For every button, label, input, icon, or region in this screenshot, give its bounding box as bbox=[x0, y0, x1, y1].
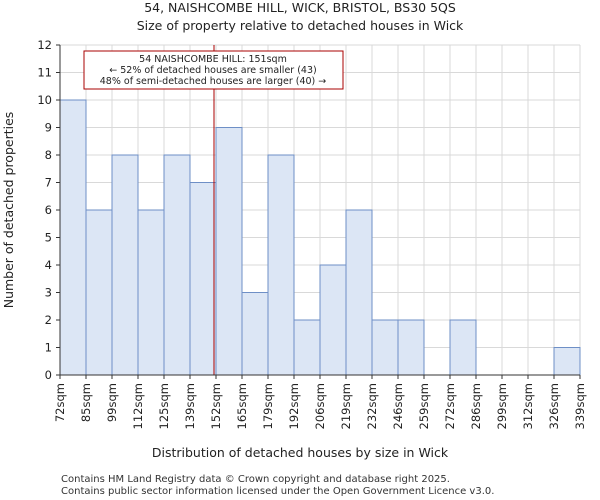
x-tick-label: 272sqm bbox=[443, 383, 457, 429]
y-tick-label: 5 bbox=[45, 231, 52, 245]
chart-title-line2: Size of property relative to detached ho… bbox=[137, 18, 464, 33]
bar-272sqm bbox=[449, 319, 477, 376]
bar-165sqm bbox=[241, 292, 269, 376]
plot-area: 54 NAISHCOMBE HILL: 151sqm ← 52% of deta… bbox=[59, 44, 581, 376]
y-tick-label: 3 bbox=[45, 286, 52, 300]
y-tick-label: 4 bbox=[45, 258, 52, 272]
x-tick-label: 125sqm bbox=[157, 383, 171, 429]
annotation-line2: ← 52% of detached houses are smaller (43… bbox=[109, 65, 316, 76]
bar-326sqm bbox=[553, 347, 581, 376]
x-tick-label: 259sqm bbox=[417, 383, 431, 429]
bar-112sqm bbox=[137, 209, 165, 376]
bar-192sqm bbox=[293, 319, 321, 376]
bar-139sqm bbox=[189, 182, 217, 376]
y-tick-label: 6 bbox=[45, 203, 52, 217]
x-tick-label: 139sqm bbox=[183, 383, 197, 429]
x-tick-label: 312sqm bbox=[521, 383, 535, 429]
y-axis-label: Number of detached properties bbox=[1, 112, 16, 309]
y-tick-label: 9 bbox=[45, 121, 52, 135]
bar-246sqm bbox=[397, 319, 425, 376]
x-tick-label: 85sqm bbox=[79, 383, 93, 422]
bar-125sqm bbox=[163, 154, 191, 376]
x-tick-label: 72sqm bbox=[53, 383, 67, 422]
bar-219sqm bbox=[345, 209, 373, 376]
bar-72sqm bbox=[59, 99, 87, 376]
x-axis-label: Distribution of detached houses by size … bbox=[152, 445, 449, 460]
x-axis-ticks: 72sqm 85sqm 99sqm 112sqm 125sqm 139sqm 152sqm 1… bbox=[53, 375, 587, 429]
x-tick-label: 179sqm bbox=[261, 383, 275, 429]
annotation-box: 54 NAISHCOMBE HILL: 151sqm ← 52% of deta… bbox=[83, 50, 344, 90]
footer-line2: Contains public sector information licen… bbox=[61, 486, 494, 497]
x-tick-label: 246sqm bbox=[391, 383, 405, 429]
footer-line1: Contains HM Land Registry data © Crown c… bbox=[61, 474, 450, 485]
y-tick-label: 11 bbox=[37, 66, 52, 80]
y-tick-label: 0 bbox=[45, 368, 52, 382]
x-tick-label: 339sqm bbox=[573, 383, 587, 429]
x-tick-label: 112sqm bbox=[131, 383, 145, 429]
bar-206sqm bbox=[319, 264, 347, 376]
x-tick-label: 286sqm bbox=[469, 383, 483, 429]
x-tick-label: 152sqm bbox=[209, 383, 223, 429]
y-tick-label: 2 bbox=[45, 313, 52, 327]
x-tick-label: 299sqm bbox=[495, 383, 509, 429]
x-tick-label: 206sqm bbox=[313, 383, 327, 429]
bar-152sqm bbox=[215, 127, 243, 376]
annotation-frame bbox=[83, 50, 344, 90]
annotation-line1: 54 NAISHCOMBE HILL: 151sqm bbox=[139, 54, 287, 65]
y-tick-label: 8 bbox=[45, 148, 52, 162]
bar-232sqm bbox=[371, 319, 399, 376]
x-tick-label: 99sqm bbox=[105, 383, 119, 422]
y-tick-label: 10 bbox=[37, 93, 52, 107]
bar-85sqm bbox=[85, 209, 113, 376]
x-tick-label: 326sqm bbox=[547, 383, 561, 429]
x-tick-label: 192sqm bbox=[287, 383, 301, 429]
x-tick-label: 232sqm bbox=[365, 383, 379, 429]
bars bbox=[59, 99, 581, 376]
chart-title-line1: 54, NAISHCOMBE HILL, WICK, BRISTOL, BS30… bbox=[144, 0, 456, 15]
y-tick-label: 1 bbox=[45, 341, 52, 355]
annotation-line3: 48% of semi-detached houses are larger (… bbox=[100, 76, 327, 87]
bar-99sqm bbox=[111, 154, 139, 376]
x-tick-label: 219sqm bbox=[339, 383, 353, 429]
y-tick-label: 12 bbox=[37, 38, 52, 52]
x-tick-label: 165sqm bbox=[235, 383, 249, 429]
y-tick-label: 7 bbox=[45, 176, 52, 190]
bar-179sqm bbox=[267, 154, 295, 376]
